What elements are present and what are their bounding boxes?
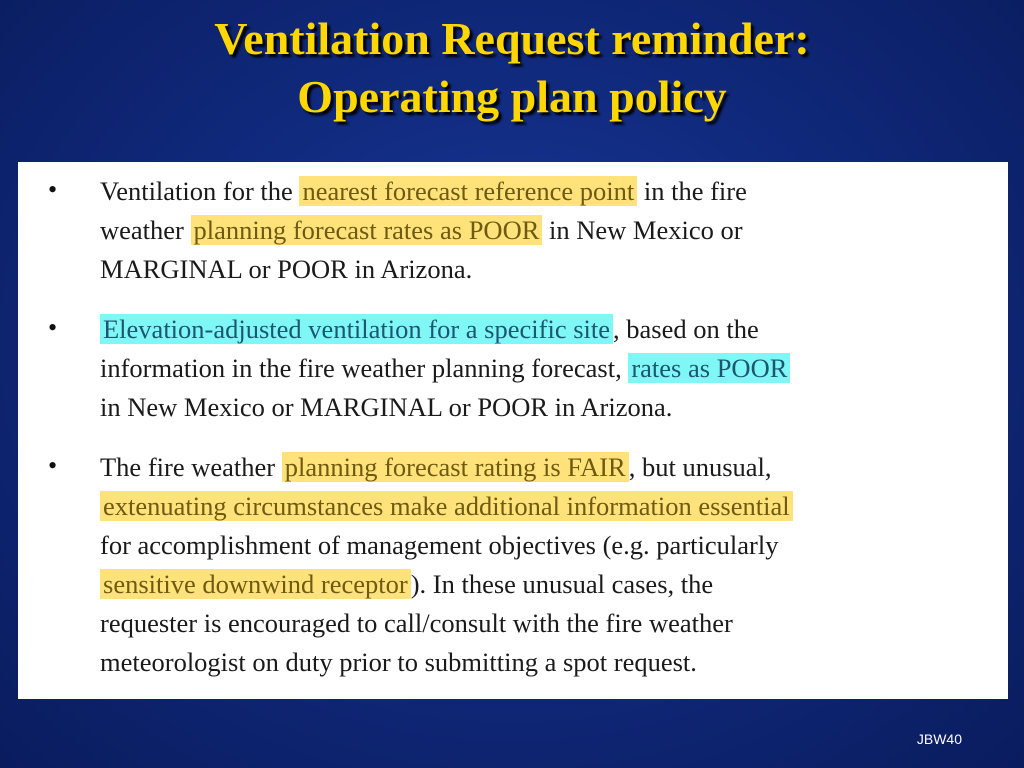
bullet-3-text: The fire weather planning forecast ratin… — [100, 448, 1005, 682]
text-run: , but unusual, — [628, 452, 772, 482]
text-run: Ventilation for the — [100, 176, 300, 206]
text-run: in New Mexico or MARGINAL or POOR in Ari… — [100, 392, 673, 422]
bullet-2-text: Elevation-adjusted ventilation for a spe… — [100, 310, 1005, 427]
highlight-yellow: planning forecast rating is FAIR — [281, 452, 629, 482]
text-run: weather — [100, 215, 191, 245]
text-run: ). In these unusual cases, the — [410, 569, 714, 599]
highlight-cyan: rates as POOR — [628, 353, 791, 383]
text-line: sensitive downwind receptor). In these u… — [100, 565, 1005, 604]
slide-title-line-1: Ventilation Request reminder: — [214, 13, 810, 64]
text-line: requester is encouraged to call/consult … — [100, 604, 1005, 643]
text-line: MARGINAL or POOR in Arizona. — [100, 250, 1005, 289]
text-run: in the fire — [637, 176, 747, 206]
text-line: extenuating circumstances make additiona… — [100, 487, 1005, 526]
highlight-yellow: planning forecast rates as POOR — [190, 215, 543, 245]
text-line: information in the fire weather planning… — [100, 349, 1005, 388]
slide-title: Ventilation Request reminder: Operating … — [0, 10, 1024, 126]
text-line: Elevation-adjusted ventilation for a spe… — [100, 310, 1005, 349]
bullet-1-text: Ventilation for the nearest forecast ref… — [100, 172, 1005, 289]
text-run: information in the fire weather planning… — [100, 353, 629, 383]
text-run: meteorologist on duty prior to submittin… — [100, 647, 697, 677]
text-run: The fire weather — [100, 452, 282, 482]
text-line: for accomplishment of management objecti… — [100, 526, 1005, 565]
text-line: Ventilation for the nearest forecast ref… — [100, 172, 1005, 211]
slide-title-line-2: Operating plan policy — [297, 71, 727, 122]
highlight-cyan: Elevation-adjusted ventilation for a spe… — [100, 314, 614, 344]
text-run: requester is encouraged to call/consult … — [100, 608, 733, 638]
highlight-yellow: nearest forecast reference point — [299, 176, 638, 206]
bullet-1-marker: • — [48, 175, 58, 204]
text-line: meteorologist on duty prior to submittin… — [100, 643, 1005, 682]
policy-text-panel: • Ventilation for the nearest forecast r… — [18, 162, 1008, 699]
text-line: weather planning forecast rates as POOR … — [100, 211, 1005, 250]
text-line: The fire weather planning forecast ratin… — [100, 448, 1005, 487]
text-run: for accomplishment of management objecti… — [100, 530, 779, 560]
bullet-3-marker: • — [48, 451, 58, 480]
text-line: in New Mexico or MARGINAL or POOR in Ari… — [100, 388, 1005, 427]
bullet-2-marker: • — [48, 313, 58, 342]
text-run: MARGINAL or POOR in Arizona. — [100, 254, 473, 284]
slide-footer-code: JBW40 — [916, 731, 962, 747]
highlight-yellow: sensitive downwind receptor — [100, 569, 411, 599]
text-run: in New Mexico or — [542, 215, 743, 245]
highlight-yellow: extenuating circumstances make additiona… — [100, 491, 793, 521]
text-run: , based on the — [613, 314, 759, 344]
